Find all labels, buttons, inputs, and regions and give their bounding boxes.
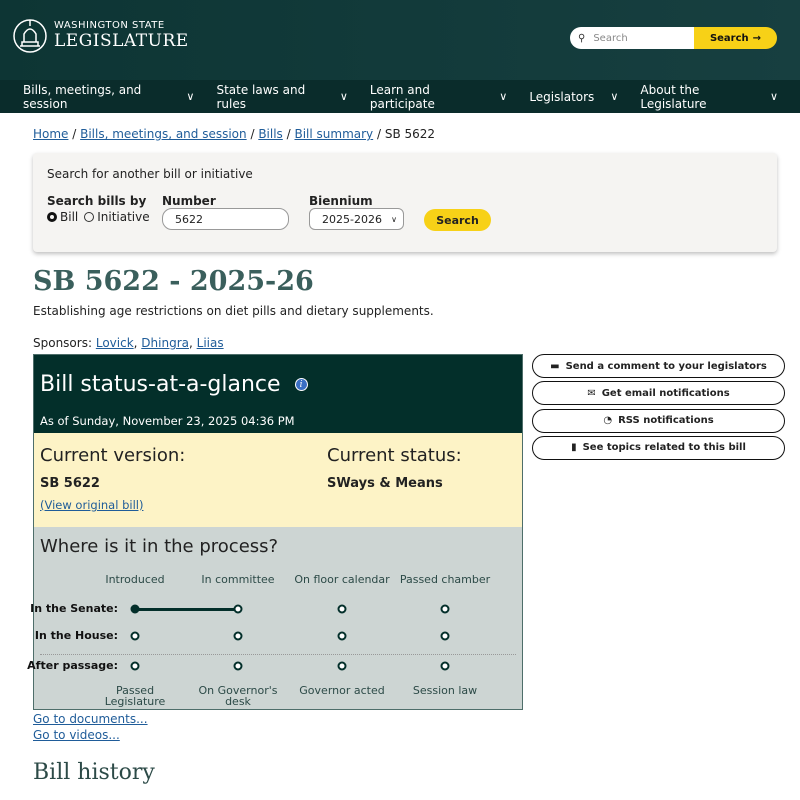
envelope-icon: ✉ <box>587 387 596 399</box>
bill-history-heading: Bill history <box>33 760 155 785</box>
book-icon: ▮ <box>571 442 577 454</box>
chevron-down-icon: ∨ <box>339 90 348 103</box>
view-original-bill-link[interactable]: (View original bill) <box>40 498 144 512</box>
search-icon: ⚲ <box>578 32 586 44</box>
sponsors: Sponsors: Lovick, Dhingra, Liias <box>33 336 224 350</box>
side-action-button[interactable]: ▬ Send a comment to your legislators <box>532 354 785 378</box>
progress-dot <box>337 631 347 641</box>
biennium-label: Biennium <box>309 194 373 208</box>
row-label: After passage: <box>27 659 118 672</box>
progress-dot <box>440 661 450 671</box>
biennium-select[interactable]: 2025-2026 ∨ <box>309 208 404 230</box>
search-button[interactable]: Search → <box>694 27 777 49</box>
progress-dot <box>130 604 140 614</box>
bill-search-panel: Search for another bill or initiative Se… <box>33 153 777 252</box>
number-input[interactable]: 5622 <box>162 208 289 230</box>
crumb-home[interactable]: Home <box>33 127 69 141</box>
step-label: Governor acted <box>299 684 385 697</box>
sponsor-link[interactable]: Liias <box>196 336 224 350</box>
progress-dot <box>440 604 450 614</box>
progress-dot <box>337 604 347 614</box>
nav-about[interactable]: About the Legislature ∨ <box>640 82 778 111</box>
capitol-dome-icon <box>13 19 47 53</box>
nav-bills[interactable]: Bills, meetings, and session ∨ <box>23 82 195 111</box>
main-nav: Bills, meetings, and session ∨ State laws… <box>0 80 800 113</box>
current-version-section: Current version: SB 5622 (View original … <box>34 433 522 527</box>
crumb-bill-summary[interactable]: Bill summary <box>294 127 374 141</box>
side-action-button[interactable]: ▮ See topics related to this bill <box>532 435 785 460</box>
radio-initiative[interactable] <box>84 212 95 222</box>
bill-search-button[interactable]: Search <box>424 209 491 231</box>
nav-laws[interactable]: State laws and rules ∨ <box>216 82 348 111</box>
progress-dot <box>440 631 450 641</box>
info-icon[interactable]: i <box>294 378 308 391</box>
breadcrumb: Home / Bills, meetings, and session / Bi… <box>33 127 436 141</box>
status-header: Bill status-at-a-glance i As of Sunday, N… <box>34 355 522 433</box>
videos-link[interactable]: Go to videos... <box>33 728 120 742</box>
progress-line <box>135 607 238 611</box>
row-label: In the Senate: <box>30 602 118 615</box>
bill-description: Establishing age restrictions on diet pi… <box>33 304 434 318</box>
chevron-down-icon: ∨ <box>610 90 619 103</box>
crumb-bills[interactable]: Bills <box>258 127 283 141</box>
current-status: SWays & Means <box>327 476 443 491</box>
chevron-down-icon: ∨ <box>391 214 397 224</box>
comment-icon: ▬ <box>550 360 560 372</box>
progress-dot <box>130 661 140 671</box>
search-input[interactable]: ⚲ Search <box>570 27 694 49</box>
step-label: In committee <box>201 573 275 586</box>
number-label: Number <box>162 194 216 208</box>
progress-dot <box>233 661 243 671</box>
as-of-date: As of Sunday, November 23, 2025 04:36 PM <box>40 414 295 428</box>
chevron-down-icon: ∨ <box>769 90 778 103</box>
rss-icon: ◔ <box>603 415 613 427</box>
status-heading: Bill status-at-a-glance <box>40 372 281 397</box>
side-action-button[interactable]: ✉ Get email notifications <box>532 381 785 406</box>
sponsor-link[interactable]: Dhingra <box>141 336 189 350</box>
logo-line2: LEGISLATURE <box>54 30 189 51</box>
process-section: Where is it in the process? Introduced In… <box>27 527 522 709</box>
search-by-label: Search bills by <box>47 194 147 208</box>
page-title: SB 5622 - 2025-26 <box>33 266 314 297</box>
divider <box>40 654 516 655</box>
chevron-down-icon: ∨ <box>499 90 508 103</box>
side-action-button[interactable]: ◔ RSS notifications <box>532 408 785 433</box>
bill-status-panel: Bill status-at-a-glance i As of Sunday, N… <box>27 354 523 710</box>
step-label: Passed chamber <box>399 573 491 586</box>
progress-dot <box>233 631 243 641</box>
arrow-right-icon: → <box>752 32 762 44</box>
nav-learn[interactable]: Learn and participate ∨ <box>369 82 508 111</box>
chevron-down-icon: ∨ <box>186 90 195 103</box>
sponsor-link[interactable]: Lovick <box>95 336 134 350</box>
step-label: Session law <box>412 684 478 697</box>
logo[interactable]: WASHINGTON STATE LEGISLATURE <box>12 16 189 54</box>
step-label: Introduced <box>105 573 165 586</box>
progress-dot <box>233 604 243 614</box>
site-header: WASHINGTON STATE LEGISLATURE ⚲ Search Sear… <box>0 0 800 80</box>
crumb-bills-meetings[interactable]: Bills, meetings, and session <box>80 127 247 141</box>
progress-dot <box>130 631 140 641</box>
step-label: Passed Legislature <box>104 684 166 708</box>
logo-line1: WASHINGTON STATE <box>54 19 165 31</box>
progress-dot <box>337 661 347 671</box>
current-version: SB 5622 <box>40 476 100 491</box>
step-label: On floor calendar <box>294 573 390 586</box>
nav-legislators[interactable]: Legislators ∨ <box>529 89 619 104</box>
search-heading: Search for another bill or initiative <box>47 167 253 181</box>
radio-bill[interactable] <box>47 212 57 222</box>
documents-link[interactable]: Go to documents... <box>33 712 148 726</box>
row-label: In the House: <box>34 629 118 642</box>
site-search: ⚲ Search Search → <box>570 27 777 49</box>
step-label: On Governor's desk <box>198 684 278 708</box>
